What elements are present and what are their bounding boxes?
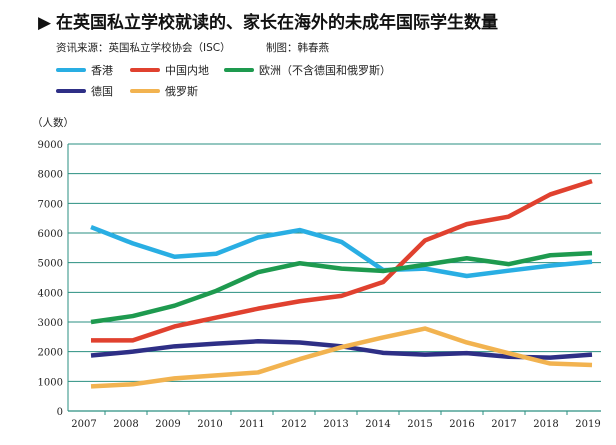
y-tick-label: 0 <box>57 407 63 418</box>
y-tick-label: 4000 <box>38 288 63 299</box>
y-tick-label: 1000 <box>38 377 63 388</box>
x-tick-label: 2019 <box>575 419 600 430</box>
source-note: 资讯来源：英国私立学校协会（ISC） <box>56 41 231 54</box>
y-tick-label: 7000 <box>38 199 63 210</box>
gridlines <box>67 143 601 415</box>
series-line-2 <box>90 250 593 325</box>
legend-label: 德国 <box>91 84 113 98</box>
y-axis-label: （人数） <box>32 116 74 129</box>
chart-title: 在英国私立学校就读的、家长在海外的未成年国际学生数量 <box>56 12 498 33</box>
legend-label: 香港 <box>91 64 113 77</box>
x-tick-label: 2013 <box>323 419 348 430</box>
x-tick-label: 2018 <box>533 419 558 430</box>
x-tick-label: 2015 <box>407 419 432 430</box>
y-tick-label: 5000 <box>38 259 63 270</box>
x-tick-label: 2009 <box>155 419 180 430</box>
x-tick-label: 2007 <box>71 419 96 430</box>
credit-note: 制图：韩春燕 <box>266 41 329 54</box>
series-lines <box>90 178 593 389</box>
title-marker: ▶ <box>38 13 52 33</box>
x-tick-label: 2016 <box>449 419 474 430</box>
y-tick-label: 8000 <box>38 170 63 181</box>
y-tick-label: 3000 <box>38 318 63 329</box>
x-tick-label: 2017 <box>491 419 516 430</box>
legend-label: 俄罗斯 <box>165 85 198 98</box>
x-tick-label: 2012 <box>281 419 306 430</box>
x-tick-label: 2010 <box>197 419 222 430</box>
legend: 香港 中国内地 欧洲（不含德国和俄罗斯） 德国 俄罗斯 <box>56 63 391 98</box>
y-tick-label: 6000 <box>38 229 63 240</box>
x-tick-labels: 2007 2008 2009 2010 2011 2012 2013 2014 2015 2016… <box>71 419 600 430</box>
x-tick-label: 2014 <box>365 419 390 430</box>
y-tick-labels: 0 1000 2000 3000 4000 5000 6000 7000 8000 9000 <box>38 140 63 418</box>
y-tick-label: 9000 <box>38 140 63 151</box>
legend-label: 中国内地 <box>165 63 209 77</box>
x-tick-label: 2011 <box>239 419 264 430</box>
legend-label: 欧洲（不含德国和俄罗斯） <box>259 63 391 77</box>
y-tick-label: 2000 <box>38 348 63 359</box>
series-line-4 <box>90 326 593 389</box>
x-tick-label: 2008 <box>113 419 138 430</box>
